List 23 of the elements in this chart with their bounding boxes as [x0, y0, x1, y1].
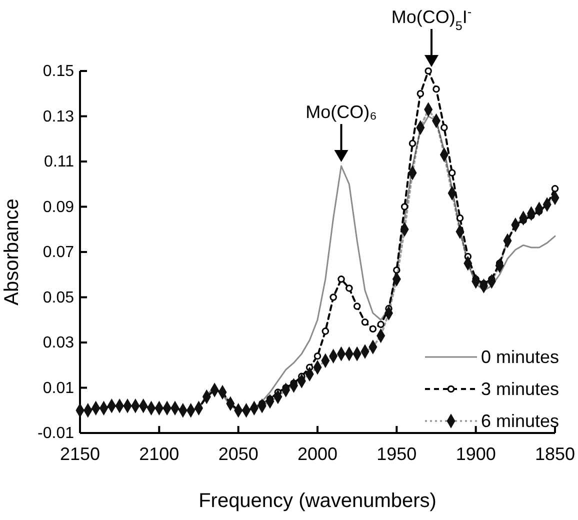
annotation: Mo(CO)$_{5}$I$^{-}$ [391, 5, 472, 33]
y-tick-label: 0.05 [42, 289, 74, 306]
annotation: Mo(CO)₆ [306, 102, 377, 122]
y-axis-title: Absorbance [1, 198, 23, 306]
y-tick-label: 0.03 [42, 334, 74, 352]
legend-label: 3 minutes [481, 379, 560, 399]
x-tick-label: 1900 [456, 444, 496, 464]
y-tick-label: 0.13 [42, 108, 74, 126]
y-tick-label: 0.11 [44, 154, 74, 171]
x-tick-label: 2050 [218, 444, 258, 464]
x-tick-label: 2100 [139, 444, 180, 464]
y-tick-label: -0.01 [38, 425, 74, 442]
x-tick-label: 1850 [534, 444, 576, 464]
y-tick-label: 0.09 [42, 198, 74, 216]
y-tick-label: 0.15 [42, 63, 74, 80]
x-axis-title: Frequency (wavenumbers) [198, 490, 436, 512]
x-tick-label: 1950 [376, 444, 417, 464]
legend-label: 0 minutes [481, 347, 560, 367]
y-tick-label: 0.07 [42, 244, 74, 262]
x-tick-label: 2150 [60, 444, 100, 464]
y-tick-label: 0.01 [42, 380, 74, 397]
x-tick-label: 2000 [297, 444, 338, 464]
legend-label: 6 minutes [481, 411, 560, 431]
